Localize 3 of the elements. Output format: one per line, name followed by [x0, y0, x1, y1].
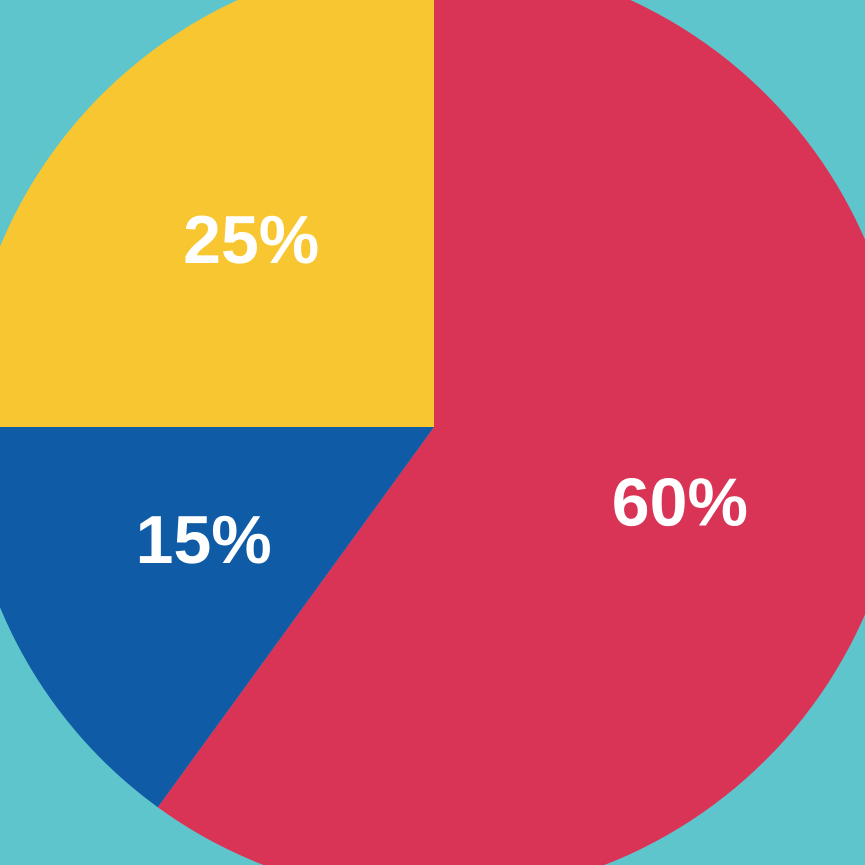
data-label: 60%	[612, 464, 748, 541]
data-label: 25%	[183, 202, 320, 278]
data-label: 15%	[136, 502, 272, 578]
